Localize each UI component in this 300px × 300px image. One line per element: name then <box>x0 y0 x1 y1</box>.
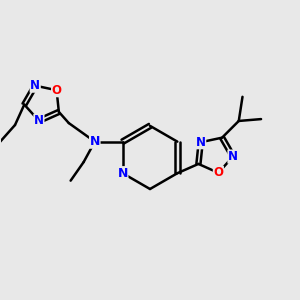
Text: N: N <box>196 136 206 149</box>
Text: N: N <box>34 114 44 127</box>
Text: O: O <box>213 166 224 179</box>
Text: N: N <box>90 135 100 148</box>
Text: N: N <box>228 150 238 163</box>
Text: N: N <box>118 167 128 180</box>
Text: O: O <box>52 84 61 97</box>
Text: N: N <box>30 79 40 92</box>
